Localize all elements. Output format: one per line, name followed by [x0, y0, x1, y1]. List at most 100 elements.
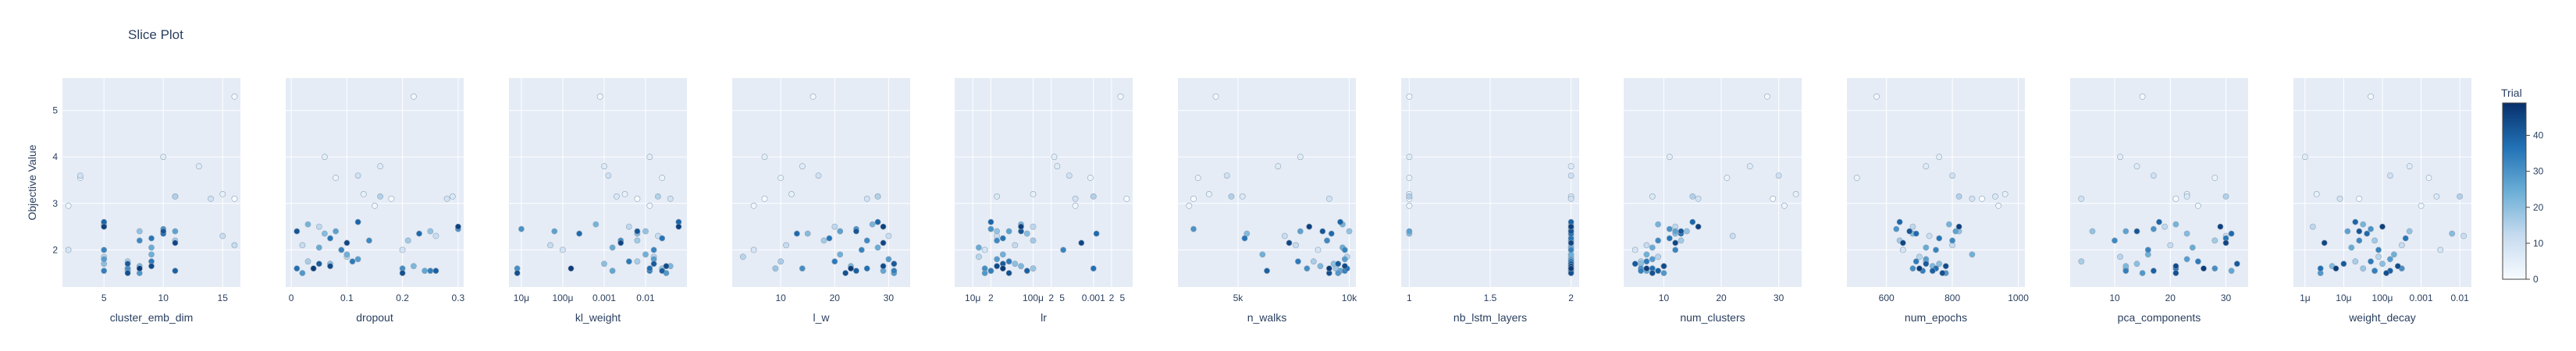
scatter-point — [2336, 195, 2343, 202]
scatter-point — [994, 256, 1000, 263]
scatter-point — [294, 265, 301, 272]
scatter-point — [1295, 258, 1301, 265]
scatter-point — [2313, 190, 2320, 197]
scatter-point — [2222, 239, 2229, 246]
scatter-point — [2172, 195, 2179, 202]
scatter-point — [1666, 235, 1673, 242]
scatter-point — [1406, 193, 1413, 200]
scatter-point — [2375, 246, 2382, 254]
scatter-point — [1325, 195, 1332, 202]
scatter-point — [2167, 242, 2174, 249]
scatter-point — [981, 265, 988, 272]
scatter-point — [1631, 246, 1638, 254]
scatter-point — [2183, 193, 2190, 200]
scatter-point — [327, 235, 333, 242]
scatter-point — [831, 258, 838, 265]
scatter-point — [2150, 268, 2157, 275]
scatter-point — [315, 223, 322, 230]
scatter-point — [1190, 195, 1197, 202]
scatter-point — [646, 202, 653, 209]
x-axis-label: n_walks — [1247, 311, 1287, 324]
x-tick-label: 1μ — [2300, 292, 2311, 303]
scatter-point — [372, 202, 378, 209]
scatter-point — [427, 228, 434, 235]
panel-background — [509, 78, 687, 287]
scatter-point — [1304, 265, 1311, 272]
scatter-point — [449, 193, 456, 200]
scatter-point — [315, 244, 322, 251]
scatter-point — [2348, 244, 2355, 251]
scatter-point — [294, 228, 301, 235]
x-tick-label: 0.001 — [592, 292, 616, 303]
scatter-point — [1689, 218, 1696, 225]
scatter-point — [2356, 228, 2363, 235]
scatter-point — [2371, 268, 2378, 275]
scatter-point — [2217, 223, 2224, 230]
colorbar-tick-label: 10 — [2533, 238, 2544, 249]
scatter-point — [646, 154, 653, 161]
scatter-point — [1649, 244, 1656, 251]
scatter-point — [596, 93, 603, 100]
scatter-point — [338, 246, 345, 254]
scatter-point — [2321, 239, 2328, 246]
scatter-point — [1949, 172, 1955, 179]
scatter-point — [2356, 195, 2363, 202]
scatter-point — [1325, 265, 1332, 272]
scatter-point — [1206, 190, 1212, 197]
scatter-point — [136, 228, 143, 235]
scatter-point — [1023, 230, 1030, 237]
x-tick-label: 10μ — [2336, 292, 2351, 303]
scatter-point — [65, 202, 72, 209]
scatter-point — [2089, 228, 2096, 235]
scatter-point — [2360, 221, 2367, 228]
scatter-point — [1655, 221, 1661, 228]
scatter-point — [874, 218, 881, 225]
scatter-point — [333, 175, 339, 181]
panel-background — [1847, 78, 2025, 287]
scatter-point — [842, 270, 849, 276]
x-tick-label: 2 — [1568, 292, 1574, 303]
scatter-point — [1683, 228, 1690, 235]
scatter-point — [2183, 230, 2190, 237]
scatter-point — [994, 193, 1000, 200]
scatter-point — [2172, 263, 2179, 270]
scatter-point — [1936, 261, 1943, 268]
y-axis-label: Objective Value — [26, 144, 38, 220]
x-tick-label: 100μ — [552, 292, 573, 303]
scatter-point — [1916, 254, 1923, 261]
colorbar-gradient — [2502, 102, 2527, 280]
scatter-point — [853, 228, 859, 235]
scatter-point — [659, 235, 666, 242]
scatter-point — [310, 265, 317, 272]
scatter-point — [2386, 256, 2393, 263]
scatter-point — [2437, 246, 2444, 254]
scatter-point — [2139, 93, 2146, 100]
scatter-point — [2390, 251, 2397, 258]
scatter-point — [2371, 237, 2378, 244]
scatter-point — [820, 237, 827, 244]
scatter-point — [388, 195, 395, 202]
scatter-point — [2233, 261, 2240, 268]
scatter-point — [2425, 175, 2432, 181]
scatter-point — [869, 221, 876, 228]
scatter-point — [101, 268, 108, 275]
scatter-point — [343, 251, 350, 258]
scatter-point — [1746, 163, 1753, 170]
scatter-point — [1090, 265, 1097, 272]
x-tick-label: 2 — [1109, 292, 1115, 303]
scatter-point — [1406, 93, 1413, 100]
scatter-point — [399, 246, 406, 254]
scatter-point — [655, 193, 661, 200]
scatter-point — [634, 195, 641, 202]
scatter-point — [617, 239, 624, 246]
scatter-point — [804, 230, 811, 237]
scatter-point — [547, 242, 553, 249]
scatter-point — [1678, 228, 1685, 235]
scatter-point — [160, 228, 167, 235]
scatter-point — [2133, 163, 2140, 170]
scatter-point — [1317, 263, 1324, 270]
scatter-point — [1909, 265, 1916, 272]
scatter-point — [354, 172, 361, 179]
scatter-point — [1992, 193, 1998, 200]
x-tick-label: 30 — [2221, 292, 2232, 303]
